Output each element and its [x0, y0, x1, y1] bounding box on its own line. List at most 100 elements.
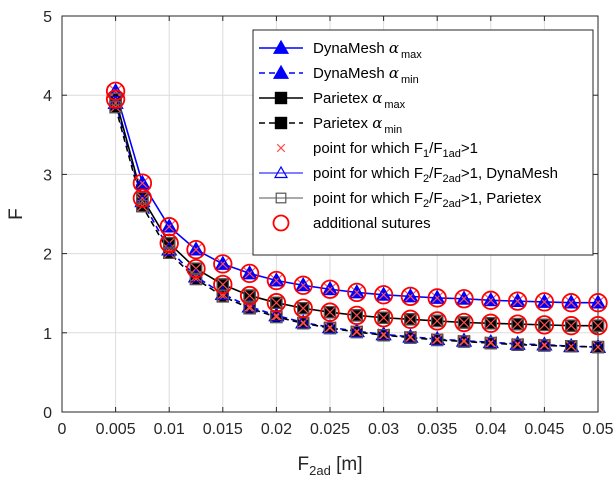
legend-overlay-part: point for which F — [313, 190, 423, 207]
marker-x-stroke — [136, 176, 149, 190]
marker-square — [350, 325, 364, 339]
marker-circle — [561, 293, 581, 313]
marker-x — [484, 294, 497, 307]
marker-triangle — [187, 241, 205, 256]
marker-x-stroke — [350, 325, 363, 339]
legend-sub: max — [401, 49, 422, 61]
marker-square — [431, 314, 444, 328]
x-tick-label: 0.03 — [368, 421, 399, 438]
marker-x-stroke — [270, 274, 283, 287]
marker-circle — [266, 270, 287, 291]
x-axis-label-main: F — [298, 454, 310, 475]
marker-triangle — [161, 218, 178, 233]
marker-square — [216, 278, 229, 291]
marker-x — [484, 317, 497, 330]
legend-overlay-part: 2ad — [443, 198, 461, 210]
marker-x-stroke — [404, 331, 417, 344]
marker-square — [484, 336, 498, 350]
marker-triangle — [402, 288, 419, 303]
legend-entry: point for which F1/F1ad>1 — [276, 140, 478, 160]
marker-circle — [320, 302, 340, 322]
marker-x — [189, 243, 203, 256]
marker-square — [109, 100, 122, 114]
marker-x-stroke — [431, 291, 444, 305]
marker-x-stroke — [404, 313, 417, 326]
legend-overlay-part: >1, Parietex — [461, 190, 542, 207]
marker-circle — [427, 311, 447, 331]
marker-x — [538, 318, 551, 332]
marker-x-stroke — [457, 316, 471, 329]
marker-x — [377, 329, 390, 342]
legend-entry: DynaMesh α max — [259, 39, 422, 61]
marker-x-stroke — [565, 319, 578, 332]
marker-triangle — [268, 307, 285, 322]
marker-x-stroke — [216, 278, 229, 291]
marker-triangle — [295, 314, 312, 329]
marker-square — [243, 302, 256, 315]
marker-circle — [507, 291, 528, 311]
marker-x-stroke — [297, 279, 310, 292]
marker-x — [404, 313, 417, 326]
marker-x — [216, 257, 229, 271]
marker-x-stroke — [511, 338, 524, 351]
marker-circle — [272, 214, 290, 232]
marker-square — [564, 340, 578, 353]
marker-square — [297, 302, 310, 315]
marker-circle — [588, 316, 608, 336]
marker-x-stroke — [163, 243, 176, 256]
marker-circle — [293, 275, 313, 295]
marker-square — [564, 319, 578, 332]
marker-x — [297, 279, 310, 292]
marker-triangle — [536, 336, 553, 351]
marker-x — [270, 296, 283, 309]
marker-x — [565, 296, 578, 309]
marker-x-stroke — [189, 243, 203, 256]
legend-entry: point for which F2/F2ad>1, Parietex — [259, 190, 542, 210]
marker-x — [323, 283, 337, 296]
x-tick-label: 0.015 — [203, 421, 243, 438]
legend-overlay-part: point for which F — [313, 140, 423, 157]
legend-series-name: Parietex — [313, 115, 372, 132]
marker-circle — [239, 263, 260, 284]
marker-circle — [588, 293, 608, 313]
marker-x — [404, 290, 417, 303]
y-tick-label: 1 — [43, 326, 52, 343]
marker-circle — [481, 290, 501, 310]
marker-circle — [534, 292, 555, 312]
marker-x-stroke — [484, 294, 497, 307]
marker-x — [431, 314, 444, 328]
legend-series-name: DynaMesh — [313, 40, 389, 57]
marker-x — [538, 339, 551, 352]
marker-x-stroke — [404, 290, 417, 303]
marker-x — [457, 292, 471, 305]
marker-square — [163, 237, 176, 250]
marker-circle — [105, 89, 126, 109]
marker-square — [457, 316, 471, 329]
legend-label: additional sutures — [313, 215, 431, 232]
marker-circle — [481, 313, 501, 333]
marker-x — [216, 278, 229, 291]
marker-triangle — [187, 268, 205, 283]
legend-greek: α — [372, 89, 382, 107]
marker-triangle — [429, 330, 446, 345]
marker-square — [511, 317, 524, 331]
legend-overlay-part: /F — [429, 165, 442, 182]
marker-x — [136, 176, 149, 190]
marker-circle — [132, 173, 153, 193]
overlay-0 — [109, 85, 605, 354]
marker-triangle — [375, 286, 392, 301]
marker-x-stroke — [243, 267, 256, 280]
marker-circle — [213, 274, 233, 295]
marker-circle — [373, 308, 394, 328]
legend-label: DynaMesh α max — [313, 39, 422, 61]
marker-square — [163, 246, 176, 260]
marker-x — [538, 295, 551, 309]
marker-circle — [266, 293, 287, 313]
marker-triangle — [589, 294, 607, 309]
marker-x — [377, 311, 390, 324]
marker-circle — [347, 282, 367, 303]
marker-triangle — [348, 284, 365, 299]
legend-sub: min — [384, 124, 402, 136]
legend-entry: Parietex α max — [259, 89, 406, 111]
